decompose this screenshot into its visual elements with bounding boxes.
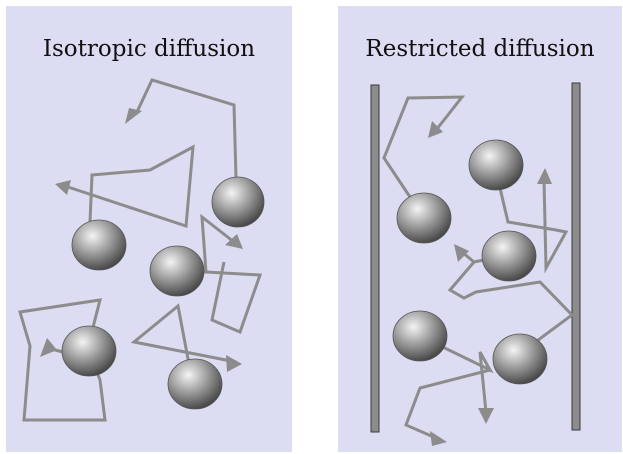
arrowhead xyxy=(125,108,142,124)
left-wall xyxy=(370,84,380,433)
restricted-title: Restricted diffusion xyxy=(365,36,595,62)
random-walk-path-6 xyxy=(130,303,237,381)
molecule-sphere xyxy=(167,358,223,410)
random-walk-path-2 xyxy=(64,144,195,229)
isotropic-title: Isotropic diffusion xyxy=(42,36,256,62)
molecule-sphere xyxy=(396,192,452,244)
molecule-sphere xyxy=(211,176,265,228)
arrowhead xyxy=(40,338,57,357)
random-walk-path-11 xyxy=(419,334,494,413)
molecule-sphere xyxy=(61,325,117,377)
arrowhead xyxy=(430,431,447,446)
molecule-sphere xyxy=(492,333,548,385)
molecule-sphere xyxy=(149,245,205,297)
arrowhead xyxy=(225,234,243,249)
random-walk-path-8 xyxy=(498,179,569,274)
isotropic-paths xyxy=(18,78,263,422)
restricted-molecules xyxy=(392,139,548,385)
arrowhead xyxy=(55,180,71,195)
isotropic-panel: Isotropic diffusion xyxy=(6,6,292,452)
isotropic-molecules xyxy=(61,176,265,410)
random-walk-path-1 xyxy=(134,78,238,179)
molecule-sphere xyxy=(468,139,524,191)
molecule-sphere xyxy=(481,230,537,282)
random-walk-path-12 xyxy=(404,368,491,440)
restriction-walls xyxy=(370,82,581,433)
arrowhead xyxy=(428,121,443,138)
molecule-sphere xyxy=(71,219,127,271)
random-walk-path-10 xyxy=(447,261,575,354)
right-wall xyxy=(571,82,581,431)
restricted-arrowheads xyxy=(428,121,552,446)
arrowhead xyxy=(478,408,494,424)
random-walk-path-4 xyxy=(205,261,263,335)
random-walk-path-7 xyxy=(382,95,466,201)
arrowhead xyxy=(226,355,242,372)
molecule-sphere xyxy=(392,310,448,362)
isotropic-arrowheads xyxy=(40,108,243,372)
arrowhead xyxy=(454,244,469,262)
arrowhead xyxy=(537,168,552,184)
